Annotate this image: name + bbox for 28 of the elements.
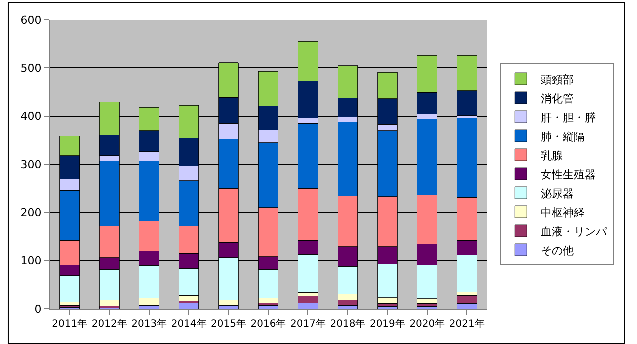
x-tick-label: 2014年 [171,318,207,330]
x-tick-label: 2018年 [330,318,366,330]
y-tick-label: 200 [20,206,42,220]
x-tick-label: 2015年 [211,318,246,330]
legend-label: 肝・胆・膵 [541,111,596,124]
x-tick-label: 2021年 [449,318,485,330]
legend-label: 頭頸部 [541,73,574,86]
legend-label: 中枢神経 [541,206,586,220]
legend-label: その他 [541,244,574,258]
legend-label: 女性生殖器 [541,168,596,182]
x-tick-label: 2017年 [290,318,326,330]
y-tick-label: 500 [20,62,42,76]
legend-label: 乳腺 [541,149,564,162]
legend-label: 泌尿器 [541,187,574,200]
x-tick-label: 2011年 [52,318,88,330]
y-tick-label: 300 [20,158,42,172]
legend-label: 消化管 [541,92,574,106]
y-tick-label: 400 [20,110,42,124]
x-tick-label: 2020年 [410,318,446,330]
y-tick-label: 600 [20,14,42,27]
x-tick-label: 2013年 [132,318,168,330]
x-tick-label: 2016年 [250,318,286,330]
x-tick-label: 2012年 [92,318,128,330]
legend-label: 肺・縦隔 [541,130,586,144]
legend-label: 血液・リンパ [541,225,608,238]
y-tick-label: 0 [34,302,42,316]
y-tick-label: 100 [20,254,42,268]
x-tick-label: 2019年 [370,318,406,330]
